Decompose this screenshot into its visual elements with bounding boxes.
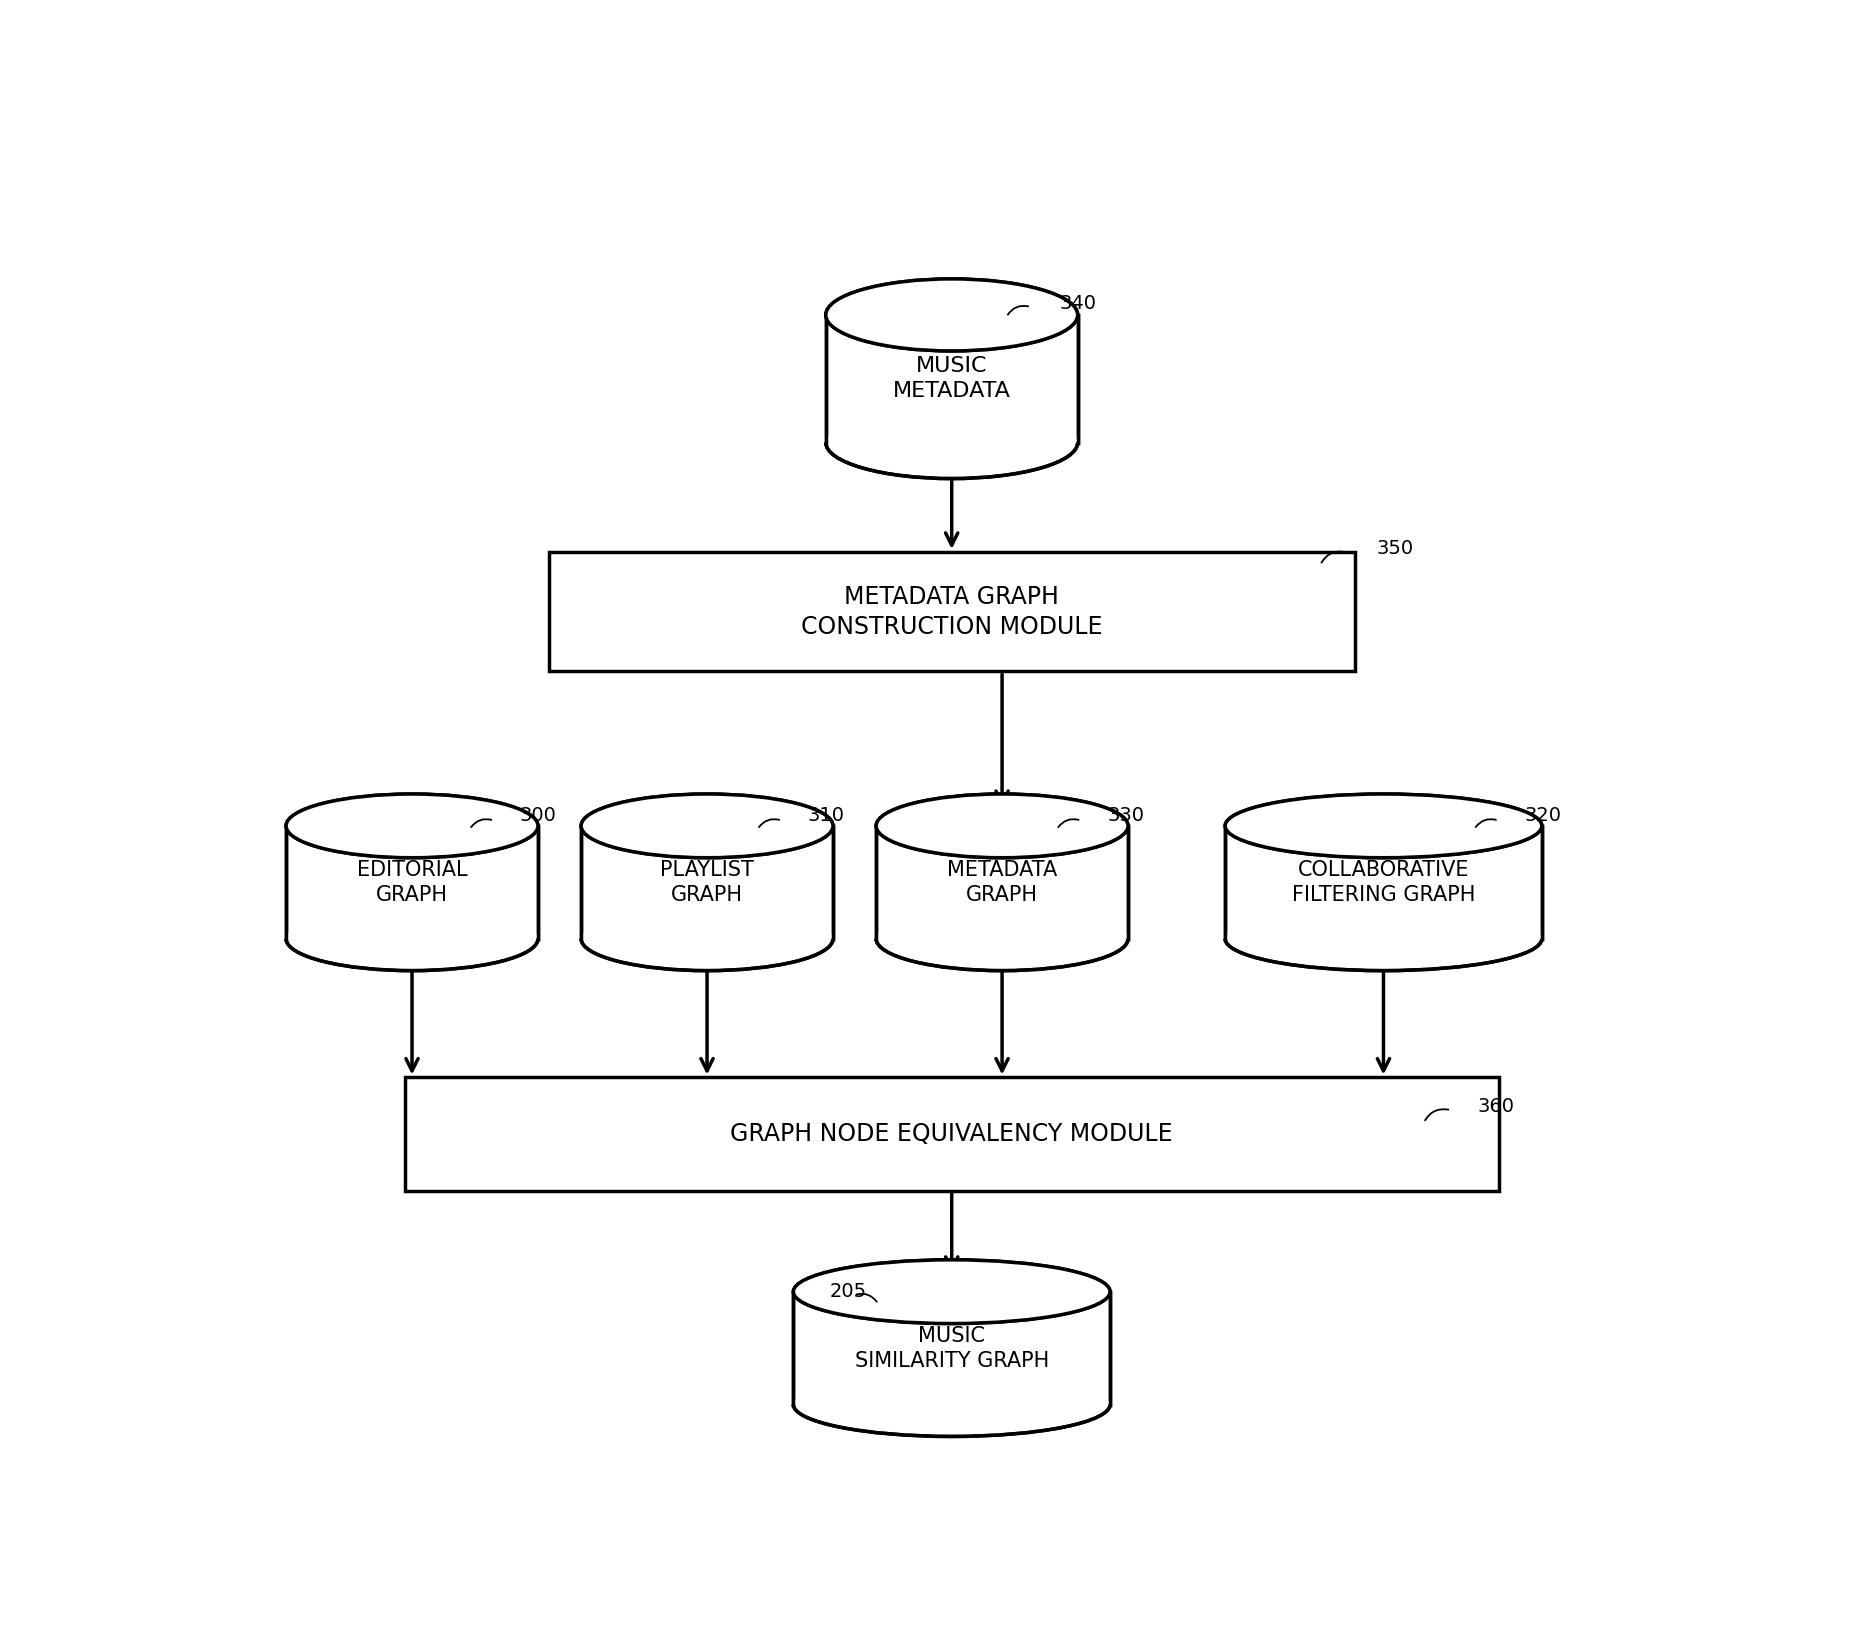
Text: METADATA
GRAPH: METADATA GRAPH xyxy=(947,860,1057,904)
Ellipse shape xyxy=(286,795,539,858)
Ellipse shape xyxy=(793,1261,1110,1323)
Polygon shape xyxy=(877,826,1127,938)
Ellipse shape xyxy=(793,1373,1110,1437)
Ellipse shape xyxy=(826,407,1077,479)
Text: GRAPH NODE EQUIVALENCY MODULE: GRAPH NODE EQUIVALENCY MODULE xyxy=(730,1122,1174,1146)
Text: MUSIC
SIMILARITY GRAPH: MUSIC SIMILARITY GRAPH xyxy=(854,1326,1049,1370)
FancyBboxPatch shape xyxy=(405,1077,1499,1190)
Text: 205: 205 xyxy=(830,1282,867,1301)
Ellipse shape xyxy=(826,280,1077,352)
Ellipse shape xyxy=(1226,907,1541,971)
Text: 310: 310 xyxy=(808,806,845,826)
Ellipse shape xyxy=(877,907,1127,971)
Text: 350: 350 xyxy=(1376,540,1413,558)
Ellipse shape xyxy=(826,280,1077,352)
Ellipse shape xyxy=(581,795,834,858)
Text: 320: 320 xyxy=(1525,806,1562,826)
Polygon shape xyxy=(826,316,1077,443)
Ellipse shape xyxy=(286,907,539,971)
Ellipse shape xyxy=(1226,795,1541,858)
Text: EDITORIAL
GRAPH: EDITORIAL GRAPH xyxy=(357,860,468,904)
Ellipse shape xyxy=(877,795,1127,858)
Ellipse shape xyxy=(286,795,539,858)
Ellipse shape xyxy=(826,280,1077,352)
Ellipse shape xyxy=(581,795,834,858)
Ellipse shape xyxy=(1226,795,1541,858)
Text: 340: 340 xyxy=(1060,294,1097,312)
Ellipse shape xyxy=(1226,795,1541,858)
FancyBboxPatch shape xyxy=(550,553,1354,672)
Text: 300: 300 xyxy=(520,806,557,826)
Ellipse shape xyxy=(581,907,834,971)
Polygon shape xyxy=(581,826,834,938)
Text: PLAYLIST
GRAPH: PLAYLIST GRAPH xyxy=(659,860,754,904)
Polygon shape xyxy=(793,1292,1110,1404)
Ellipse shape xyxy=(793,1261,1110,1323)
Ellipse shape xyxy=(877,795,1127,858)
Ellipse shape xyxy=(581,795,834,858)
Polygon shape xyxy=(286,826,539,938)
Ellipse shape xyxy=(877,795,1127,858)
Polygon shape xyxy=(1226,826,1541,938)
Text: METADATA GRAPH
CONSTRUCTION MODULE: METADATA GRAPH CONSTRUCTION MODULE xyxy=(800,585,1103,639)
Text: COLLABORATIVE
FILTERING GRAPH: COLLABORATIVE FILTERING GRAPH xyxy=(1292,860,1474,904)
Text: MUSIC
METADATA: MUSIC METADATA xyxy=(893,356,1010,401)
Text: 330: 330 xyxy=(1107,806,1144,826)
Ellipse shape xyxy=(793,1261,1110,1323)
Text: 360: 360 xyxy=(1476,1097,1513,1117)
Ellipse shape xyxy=(286,795,539,858)
